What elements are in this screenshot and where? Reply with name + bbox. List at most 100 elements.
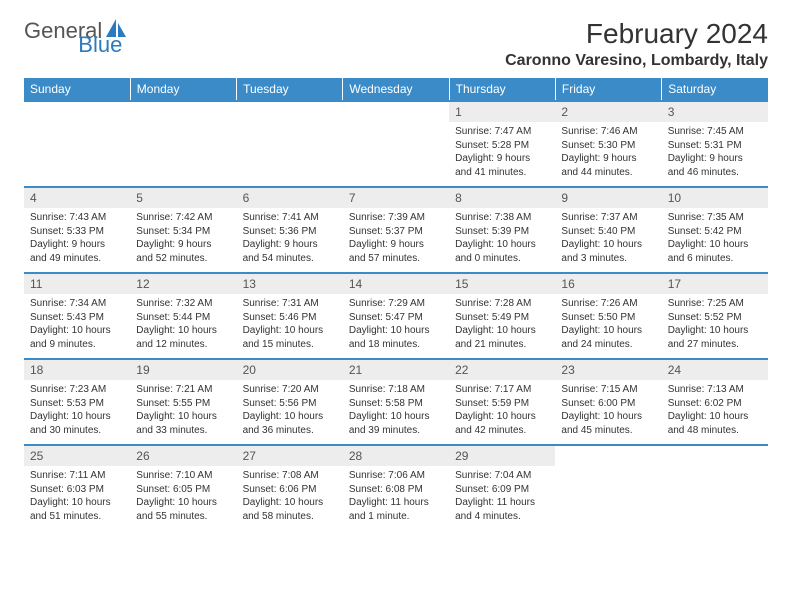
sunrise-line: Sunrise: 7:32 AM <box>136 297 230 311</box>
sunrise-line: Sunrise: 7:08 AM <box>243 469 337 483</box>
sunrise-line: Sunrise: 7:11 AM <box>30 469 124 483</box>
daylight-line: Daylight: 10 hours and 30 minutes. <box>30 410 124 437</box>
day-number: 8 <box>449 188 555 208</box>
day-body: Sunrise: 7:31 AMSunset: 5:46 PMDaylight:… <box>237 294 343 357</box>
week-row: 18Sunrise: 7:23 AMSunset: 5:53 PMDayligh… <box>24 359 768 445</box>
sunrise-line: Sunrise: 7:13 AM <box>668 383 762 397</box>
day-cell: 27Sunrise: 7:08 AMSunset: 6:06 PMDayligh… <box>237 445 343 531</box>
day-number: 20 <box>237 360 343 380</box>
sunset-line: Sunset: 5:44 PM <box>136 311 230 325</box>
sunrise-line: Sunrise: 7:31 AM <box>243 297 337 311</box>
day-cell: 15Sunrise: 7:28 AMSunset: 5:49 PMDayligh… <box>449 273 555 359</box>
sunset-line: Sunset: 5:50 PM <box>561 311 655 325</box>
sunrise-line: Sunrise: 7:23 AM <box>30 383 124 397</box>
dow-row: Sunday Monday Tuesday Wednesday Thursday… <box>24 78 768 101</box>
day-cell: 16Sunrise: 7:26 AMSunset: 5:50 PMDayligh… <box>555 273 661 359</box>
sunset-line: Sunset: 5:55 PM <box>136 397 230 411</box>
day-cell: 8Sunrise: 7:38 AMSunset: 5:39 PMDaylight… <box>449 187 555 273</box>
sunset-line: Sunset: 5:49 PM <box>455 311 549 325</box>
sunset-line: Sunset: 6:03 PM <box>30 483 124 497</box>
daylight-line: Daylight: 9 hours and 46 minutes. <box>668 152 762 179</box>
day-body: Sunrise: 7:39 AMSunset: 5:37 PMDaylight:… <box>343 208 449 271</box>
day-body: Sunrise: 7:32 AMSunset: 5:44 PMDaylight:… <box>130 294 236 357</box>
daylight-line: Daylight: 10 hours and 42 minutes. <box>455 410 549 437</box>
day-cell: 24Sunrise: 7:13 AMSunset: 6:02 PMDayligh… <box>662 359 768 445</box>
sunset-line: Sunset: 6:06 PM <box>243 483 337 497</box>
day-cell: 20Sunrise: 7:20 AMSunset: 5:56 PMDayligh… <box>237 359 343 445</box>
day-number: 22 <box>449 360 555 380</box>
day-number: 5 <box>130 188 236 208</box>
day-number: 6 <box>237 188 343 208</box>
daylight-line: Daylight: 10 hours and 24 minutes. <box>561 324 655 351</box>
day-number: 14 <box>343 274 449 294</box>
day-number: 24 <box>662 360 768 380</box>
day-body: Sunrise: 7:13 AMSunset: 6:02 PMDaylight:… <box>662 380 768 443</box>
sunset-line: Sunset: 5:37 PM <box>349 225 443 239</box>
day-number: 9 <box>555 188 661 208</box>
sunrise-line: Sunrise: 7:46 AM <box>561 125 655 139</box>
day-number: 2 <box>555 102 661 122</box>
dow-header: Friday <box>555 78 661 101</box>
day-number: 7 <box>343 188 449 208</box>
daylight-line: Daylight: 10 hours and 9 minutes. <box>30 324 124 351</box>
day-cell: 19Sunrise: 7:21 AMSunset: 5:55 PMDayligh… <box>130 359 236 445</box>
sunset-line: Sunset: 6:05 PM <box>136 483 230 497</box>
day-cell: 22Sunrise: 7:17 AMSunset: 5:59 PMDayligh… <box>449 359 555 445</box>
day-body: Sunrise: 7:26 AMSunset: 5:50 PMDaylight:… <box>555 294 661 357</box>
day-cell <box>662 445 768 531</box>
sunset-line: Sunset: 6:02 PM <box>668 397 762 411</box>
sunrise-line: Sunrise: 7:15 AM <box>561 383 655 397</box>
sunrise-line: Sunrise: 7:47 AM <box>455 125 549 139</box>
day-body: Sunrise: 7:17 AMSunset: 5:59 PMDaylight:… <box>449 380 555 443</box>
day-body: Sunrise: 7:25 AMSunset: 5:52 PMDaylight:… <box>662 294 768 357</box>
sunrise-line: Sunrise: 7:37 AM <box>561 211 655 225</box>
day-cell: 28Sunrise: 7:06 AMSunset: 6:08 PMDayligh… <box>343 445 449 531</box>
sunrise-line: Sunrise: 7:39 AM <box>349 211 443 225</box>
sunset-line: Sunset: 5:40 PM <box>561 225 655 239</box>
sunrise-line: Sunrise: 7:10 AM <box>136 469 230 483</box>
sunset-line: Sunset: 5:47 PM <box>349 311 443 325</box>
day-body: Sunrise: 7:15 AMSunset: 6:00 PMDaylight:… <box>555 380 661 443</box>
day-body: Sunrise: 7:43 AMSunset: 5:33 PMDaylight:… <box>24 208 130 271</box>
day-cell: 2Sunrise: 7:46 AMSunset: 5:30 PMDaylight… <box>555 101 661 187</box>
day-number: 17 <box>662 274 768 294</box>
daylight-line: Daylight: 10 hours and 15 minutes. <box>243 324 337 351</box>
month-title: February 2024 <box>505 18 768 50</box>
day-cell: 17Sunrise: 7:25 AMSunset: 5:52 PMDayligh… <box>662 273 768 359</box>
day-cell: 14Sunrise: 7:29 AMSunset: 5:47 PMDayligh… <box>343 273 449 359</box>
sunrise-line: Sunrise: 7:38 AM <box>455 211 549 225</box>
day-body: Sunrise: 7:20 AMSunset: 5:56 PMDaylight:… <box>237 380 343 443</box>
sunrise-line: Sunrise: 7:20 AM <box>243 383 337 397</box>
day-cell: 10Sunrise: 7:35 AMSunset: 5:42 PMDayligh… <box>662 187 768 273</box>
sunrise-line: Sunrise: 7:43 AM <box>30 211 124 225</box>
sunset-line: Sunset: 5:43 PM <box>30 311 124 325</box>
daylight-line: Daylight: 9 hours and 52 minutes. <box>136 238 230 265</box>
day-number: 28 <box>343 446 449 466</box>
location: Caronno Varesino, Lombardy, Italy <box>505 52 768 70</box>
sunset-line: Sunset: 5:46 PM <box>243 311 337 325</box>
day-number: 4 <box>24 188 130 208</box>
daylight-line: Daylight: 10 hours and 27 minutes. <box>668 324 762 351</box>
day-cell: 13Sunrise: 7:31 AMSunset: 5:46 PMDayligh… <box>237 273 343 359</box>
sunrise-line: Sunrise: 7:17 AM <box>455 383 549 397</box>
daylight-line: Daylight: 10 hours and 33 minutes. <box>136 410 230 437</box>
sunset-line: Sunset: 5:59 PM <box>455 397 549 411</box>
day-number: 19 <box>130 360 236 380</box>
day-number: 18 <box>24 360 130 380</box>
day-cell <box>24 101 130 187</box>
week-row: 1Sunrise: 7:47 AMSunset: 5:28 PMDaylight… <box>24 101 768 187</box>
day-body: Sunrise: 7:34 AMSunset: 5:43 PMDaylight:… <box>24 294 130 357</box>
sunset-line: Sunset: 5:28 PM <box>455 139 549 153</box>
day-number: 11 <box>24 274 130 294</box>
sunrise-line: Sunrise: 7:06 AM <box>349 469 443 483</box>
daylight-line: Daylight: 9 hours and 44 minutes. <box>561 152 655 179</box>
day-body: Sunrise: 7:29 AMSunset: 5:47 PMDaylight:… <box>343 294 449 357</box>
daylight-line: Daylight: 11 hours and 4 minutes. <box>455 496 549 523</box>
sunset-line: Sunset: 5:53 PM <box>30 397 124 411</box>
day-body: Sunrise: 7:28 AMSunset: 5:49 PMDaylight:… <box>449 294 555 357</box>
week-row: 25Sunrise: 7:11 AMSunset: 6:03 PMDayligh… <box>24 445 768 531</box>
day-body: Sunrise: 7:11 AMSunset: 6:03 PMDaylight:… <box>24 466 130 529</box>
daylight-line: Daylight: 9 hours and 41 minutes. <box>455 152 549 179</box>
day-body: Sunrise: 7:47 AMSunset: 5:28 PMDaylight:… <box>449 122 555 185</box>
day-cell: 11Sunrise: 7:34 AMSunset: 5:43 PMDayligh… <box>24 273 130 359</box>
